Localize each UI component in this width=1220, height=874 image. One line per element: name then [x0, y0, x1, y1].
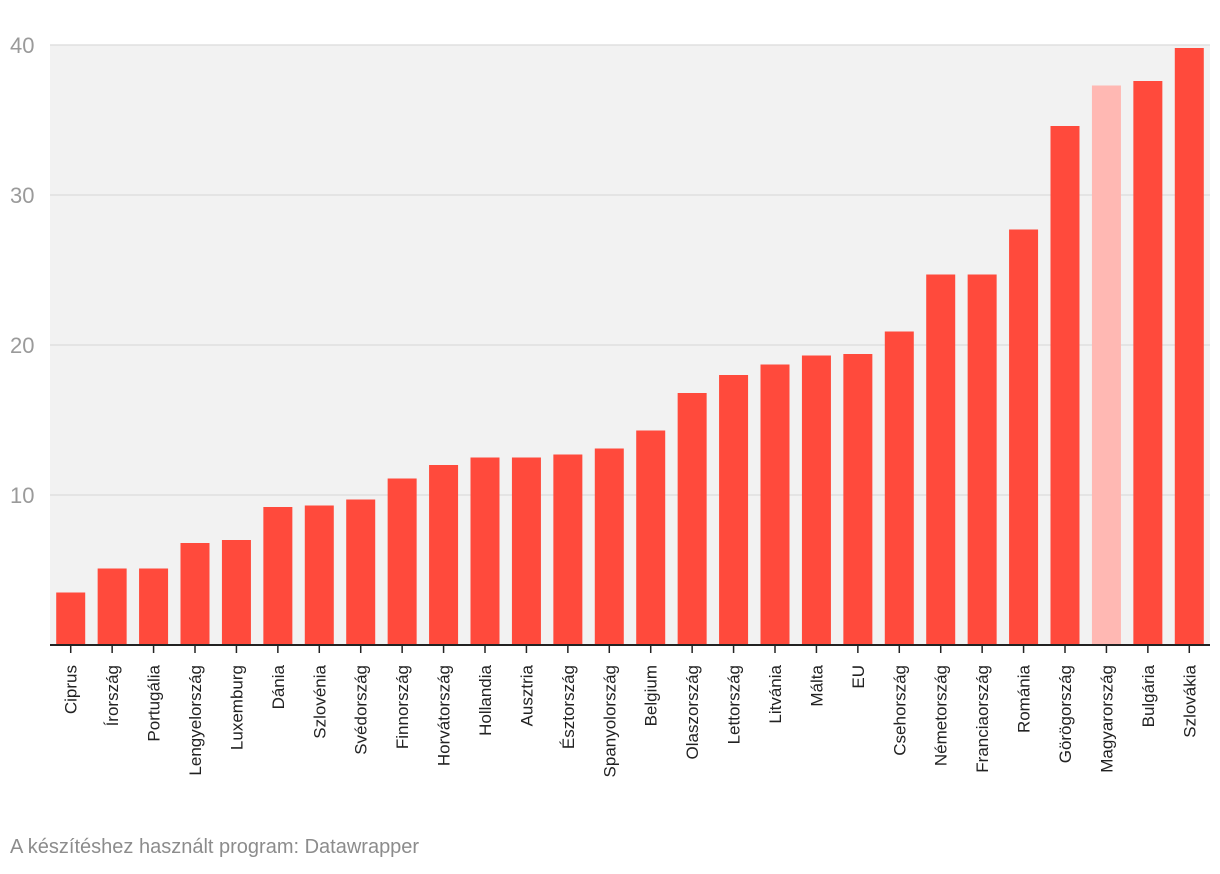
- x-tick-label: Görögország: [1056, 665, 1075, 763]
- x-tick-label: Luxemburg: [227, 665, 246, 750]
- bar-24: [1050, 126, 1080, 645]
- x-tick-label: Horvátország: [435, 665, 454, 766]
- y-axis-ticks: 10 20 30 40: [10, 33, 34, 508]
- bar-22: [967, 274, 997, 645]
- x-tick-label: Bulgária: [1139, 664, 1158, 727]
- bar-3: [180, 543, 210, 645]
- y-tick-label: 30: [10, 183, 34, 208]
- bar-20: [884, 331, 914, 645]
- bar-10: [470, 457, 500, 645]
- bar-26: [1133, 81, 1163, 645]
- bar-25: [1091, 85, 1121, 645]
- x-tick-label: Svédország: [352, 665, 371, 755]
- bar-11: [511, 457, 541, 645]
- bar-17: [760, 364, 790, 645]
- x-axis-ticks: Ciprus Írország Portugália Lengyelország Lux…: [62, 645, 1199, 777]
- x-tick-label: Spanyolország: [600, 665, 619, 777]
- x-tick-label: Olaszország: [683, 665, 702, 759]
- x-tick-label: Szlovénia: [310, 664, 329, 738]
- x-tick-label: Franciaország: [973, 665, 992, 773]
- x-tick-label: Ausztria: [517, 664, 536, 726]
- bar-6: [304, 505, 334, 645]
- bar-19: [843, 354, 873, 645]
- bar-4: [221, 540, 251, 645]
- x-tick-label: Dánia: [269, 664, 288, 709]
- x-tick-label: Lengyelország: [186, 665, 205, 776]
- bar-15: [677, 393, 707, 645]
- bar-7: [346, 499, 376, 645]
- source-note: A készítéshez használt program: Datawrap…: [10, 836, 420, 858]
- bar-1: [97, 568, 127, 645]
- x-tick-label: Németország: [932, 665, 951, 766]
- bar-23: [1009, 229, 1039, 645]
- bar-12: [553, 454, 583, 645]
- x-tick-label: Románia: [1015, 664, 1034, 733]
- x-tick-label: Írország: [103, 665, 122, 726]
- bar-8: [387, 478, 417, 645]
- x-tick-label: Magyarország: [1097, 665, 1116, 773]
- x-tick-label: Portugália: [145, 664, 164, 741]
- x-tick-label: Belgium: [642, 665, 661, 726]
- bars: [56, 48, 1204, 645]
- bar-5: [263, 507, 293, 645]
- x-tick-label: Szlovákia: [1180, 664, 1199, 737]
- x-tick-label: EU: [849, 665, 868, 689]
- bar-27: [1174, 48, 1204, 645]
- x-tick-label: Finnország: [393, 665, 412, 749]
- y-tick-label: 40: [10, 33, 34, 58]
- x-tick-label: Ciprus: [62, 665, 81, 714]
- y-tick-label: 10: [10, 483, 34, 508]
- x-tick-label: Málta: [807, 664, 826, 706]
- x-tick-label: Észtország: [559, 665, 578, 749]
- bar-13: [594, 448, 624, 645]
- bar-2: [139, 568, 169, 645]
- x-tick-label: Csehország: [890, 665, 909, 756]
- bar-18: [801, 355, 831, 645]
- x-tick-label: Hollandia: [476, 664, 495, 735]
- bar-16: [719, 375, 749, 645]
- bar-0: [56, 592, 86, 645]
- x-tick-label: Litvánia: [766, 664, 785, 723]
- bar-21: [926, 274, 956, 645]
- x-tick-label: Lettország: [725, 665, 744, 744]
- bar-14: [636, 430, 666, 645]
- bar-9: [429, 465, 459, 645]
- y-tick-label: 20: [10, 333, 34, 358]
